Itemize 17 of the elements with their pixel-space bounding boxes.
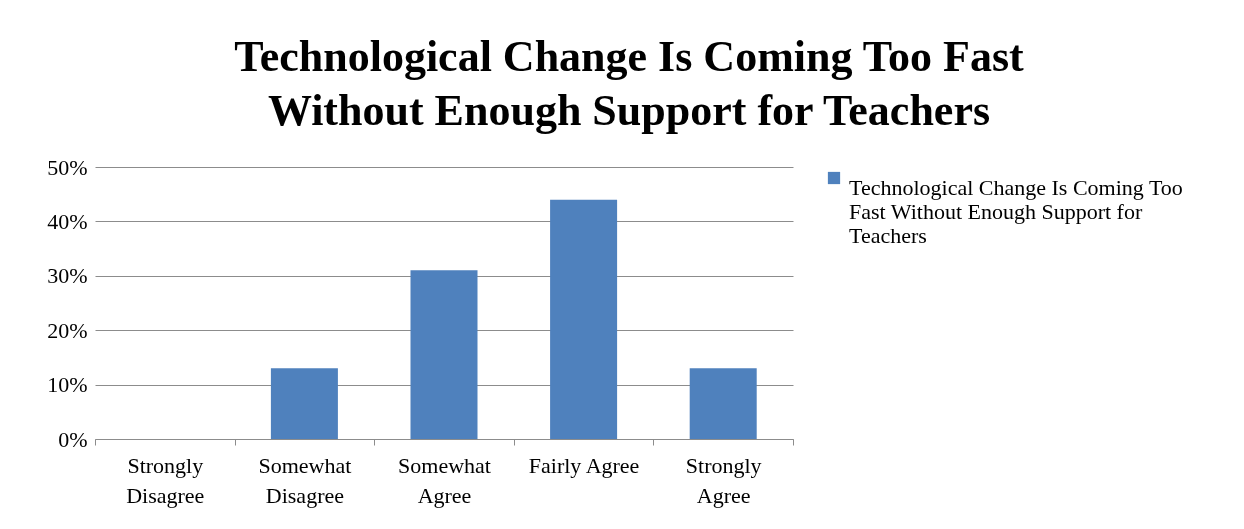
y-tick-label: 50% <box>47 154 88 180</box>
y-tick-label: 20% <box>47 317 88 343</box>
y-tick-label: 30% <box>47 263 88 289</box>
bar <box>689 368 757 439</box>
y-tick-label: 40% <box>47 208 88 234</box>
x-tick-label: Strongly Disagree <box>126 452 205 508</box>
x-tick-label: Fairly Agree <box>528 452 640 478</box>
bar <box>270 368 338 439</box>
y-tick-label: 0% <box>58 426 88 452</box>
bar <box>410 270 478 439</box>
x-tick-label: Somewhat Disagree <box>258 452 352 508</box>
x-tick-label: Somewhat Agree <box>398 452 491 508</box>
bar <box>550 199 618 439</box>
x-tick-label: Strongly Agree <box>685 452 762 508</box>
y-tick-label: 10% <box>47 372 88 398</box>
chart-title: Technological Change Is Coming Too Fast Without Enough Support for Teachers <box>234 32 1024 135</box>
legend-label: Technological Change Is Coming Too Fast Without Enough Support for Teachers <box>849 175 1183 248</box>
